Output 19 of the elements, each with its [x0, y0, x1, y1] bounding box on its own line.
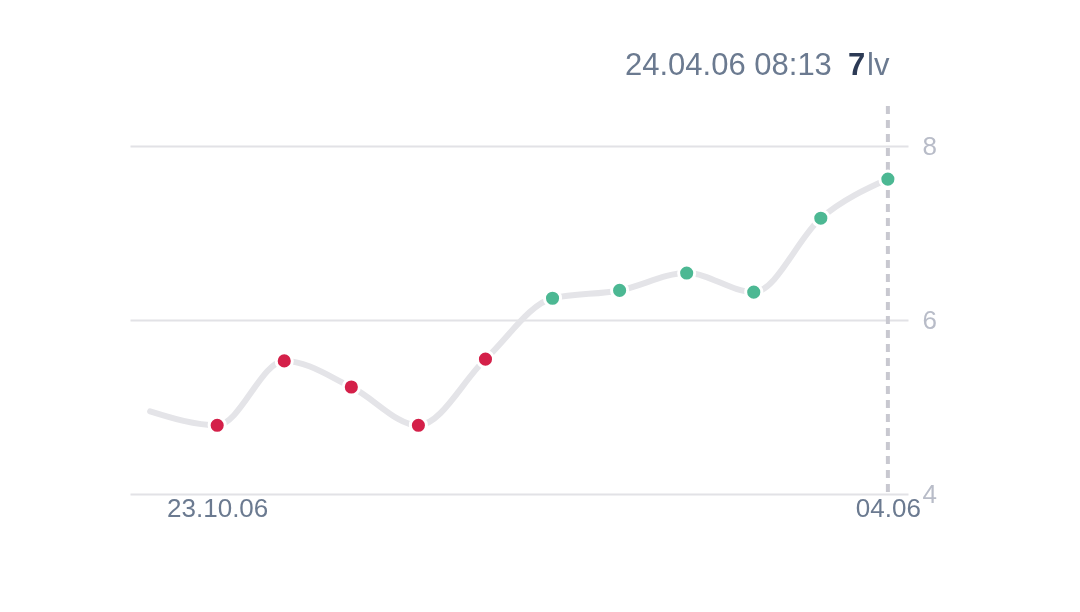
point: [408, 415, 428, 435]
point: [341, 377, 361, 397]
point: [878, 169, 898, 189]
y-tick-label: 8: [922, 130, 937, 161]
point: [542, 288, 563, 308]
y-tick-label: 6: [922, 304, 937, 335]
x-tick-label: 23.10.06: [167, 492, 269, 523]
point: [610, 280, 630, 300]
point: [207, 415, 227, 435]
y-tick-label: 4: [922, 478, 937, 509]
point: [744, 282, 764, 302]
text: lv: [867, 47, 890, 82]
point: [811, 208, 831, 228]
x-tick-label: 04.06: [855, 492, 921, 523]
point: [677, 263, 697, 283]
point: [475, 349, 496, 369]
text: 24.04.06 08:13: [625, 47, 832, 82]
point: [274, 351, 294, 371]
text: 7: [848, 47, 866, 82]
